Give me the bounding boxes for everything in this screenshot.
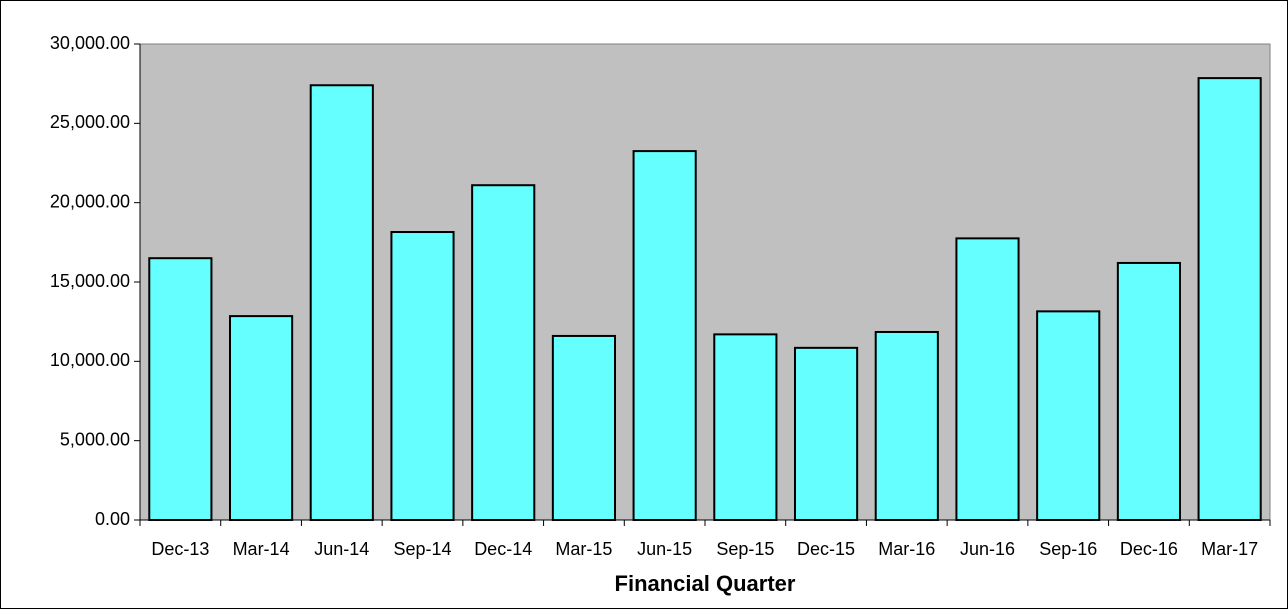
y-tick-label: 25,000.00 bbox=[50, 112, 130, 132]
x-tick-label: Mar-17 bbox=[1201, 539, 1258, 559]
bar bbox=[1197, 77, 1262, 521]
bar bbox=[955, 237, 1020, 521]
x-axis-label: Financial Quarter bbox=[615, 571, 796, 596]
x-tick-label: Mar-16 bbox=[878, 539, 935, 559]
x-tick-label: Jun-15 bbox=[637, 539, 692, 559]
y-tick-label: 5,000.00 bbox=[60, 429, 130, 449]
x-tick-label: Dec-15 bbox=[797, 539, 855, 559]
y-tick-label: 15,000.00 bbox=[50, 271, 130, 291]
x-tick-label: Jun-16 bbox=[960, 539, 1015, 559]
bar bbox=[1036, 310, 1101, 521]
bar bbox=[632, 150, 697, 521]
bar bbox=[713, 333, 778, 521]
y-tick-label: 10,000.00 bbox=[50, 350, 130, 370]
x-tick-label: Mar-15 bbox=[555, 539, 612, 559]
x-tick-label: Mar-14 bbox=[233, 539, 290, 559]
bar bbox=[148, 257, 213, 521]
bar bbox=[228, 315, 294, 522]
x-tick-label: Dec-16 bbox=[1120, 539, 1178, 559]
x-tick-label: Dec-14 bbox=[474, 539, 532, 559]
plot-area bbox=[139, 43, 1271, 521]
x-tick-label: Dec-13 bbox=[151, 539, 209, 559]
bar bbox=[390, 231, 455, 522]
bar bbox=[874, 330, 939, 522]
x-tick-label: Sep-16 bbox=[1039, 539, 1097, 559]
bar bbox=[309, 84, 374, 522]
x-tick-label: Sep-14 bbox=[393, 539, 451, 559]
y-tick-label: 20,000.00 bbox=[50, 191, 130, 211]
bar bbox=[793, 346, 859, 522]
y-tick-label: 0.00 bbox=[95, 509, 130, 529]
bar bbox=[551, 334, 617, 521]
y-tick-label: 30,000.00 bbox=[50, 33, 130, 53]
bar bbox=[1116, 261, 1182, 521]
bar bbox=[471, 184, 536, 521]
x-tick-label: Sep-15 bbox=[716, 539, 774, 559]
x-tick-label: Jun-14 bbox=[314, 539, 369, 559]
